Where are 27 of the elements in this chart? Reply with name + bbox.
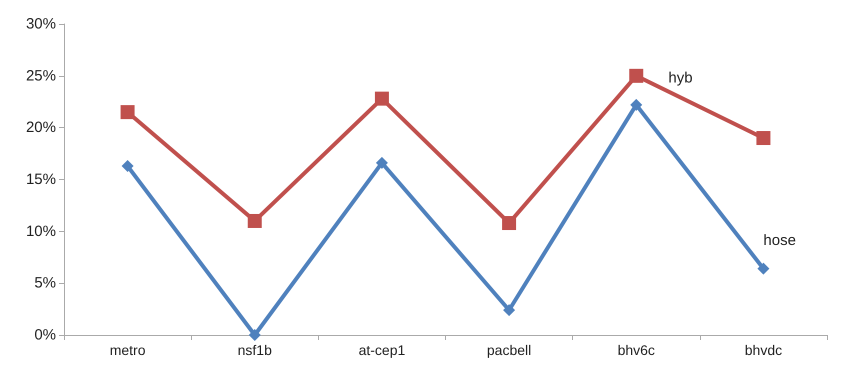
y-tick-label: 25% — [26, 67, 56, 84]
x-tick-label: bhv6c — [618, 342, 655, 358]
point — [120, 105, 135, 120]
point — [248, 214, 262, 228]
point — [374, 92, 389, 106]
point — [502, 216, 516, 230]
point — [630, 98, 642, 111]
point — [248, 329, 261, 341]
y-tick-label: 20% — [26, 119, 56, 136]
x-tick-label: nsf1b — [238, 342, 272, 358]
point — [756, 131, 770, 146]
point — [376, 156, 388, 169]
point — [757, 262, 770, 275]
x-tick-label: at-cep1 — [358, 342, 406, 358]
point — [122, 160, 134, 172]
point — [503, 304, 516, 316]
x-tick-label: pacbell — [486, 342, 532, 358]
x-tick-label: bhvdc — [744, 342, 782, 358]
series-label: hose — [763, 232, 796, 250]
y-tick-label: 10% — [26, 222, 56, 240]
y-tick-label: 5% — [34, 274, 56, 292]
y-tick-label: 30% — [26, 16, 56, 32]
y-tick-label: 15% — [26, 171, 56, 188]
point — [629, 68, 644, 83]
y-tick-label: 0% — [34, 326, 56, 344]
series-label: hyb — [668, 70, 693, 87]
x-tick-label: metro — [110, 342, 146, 358]
